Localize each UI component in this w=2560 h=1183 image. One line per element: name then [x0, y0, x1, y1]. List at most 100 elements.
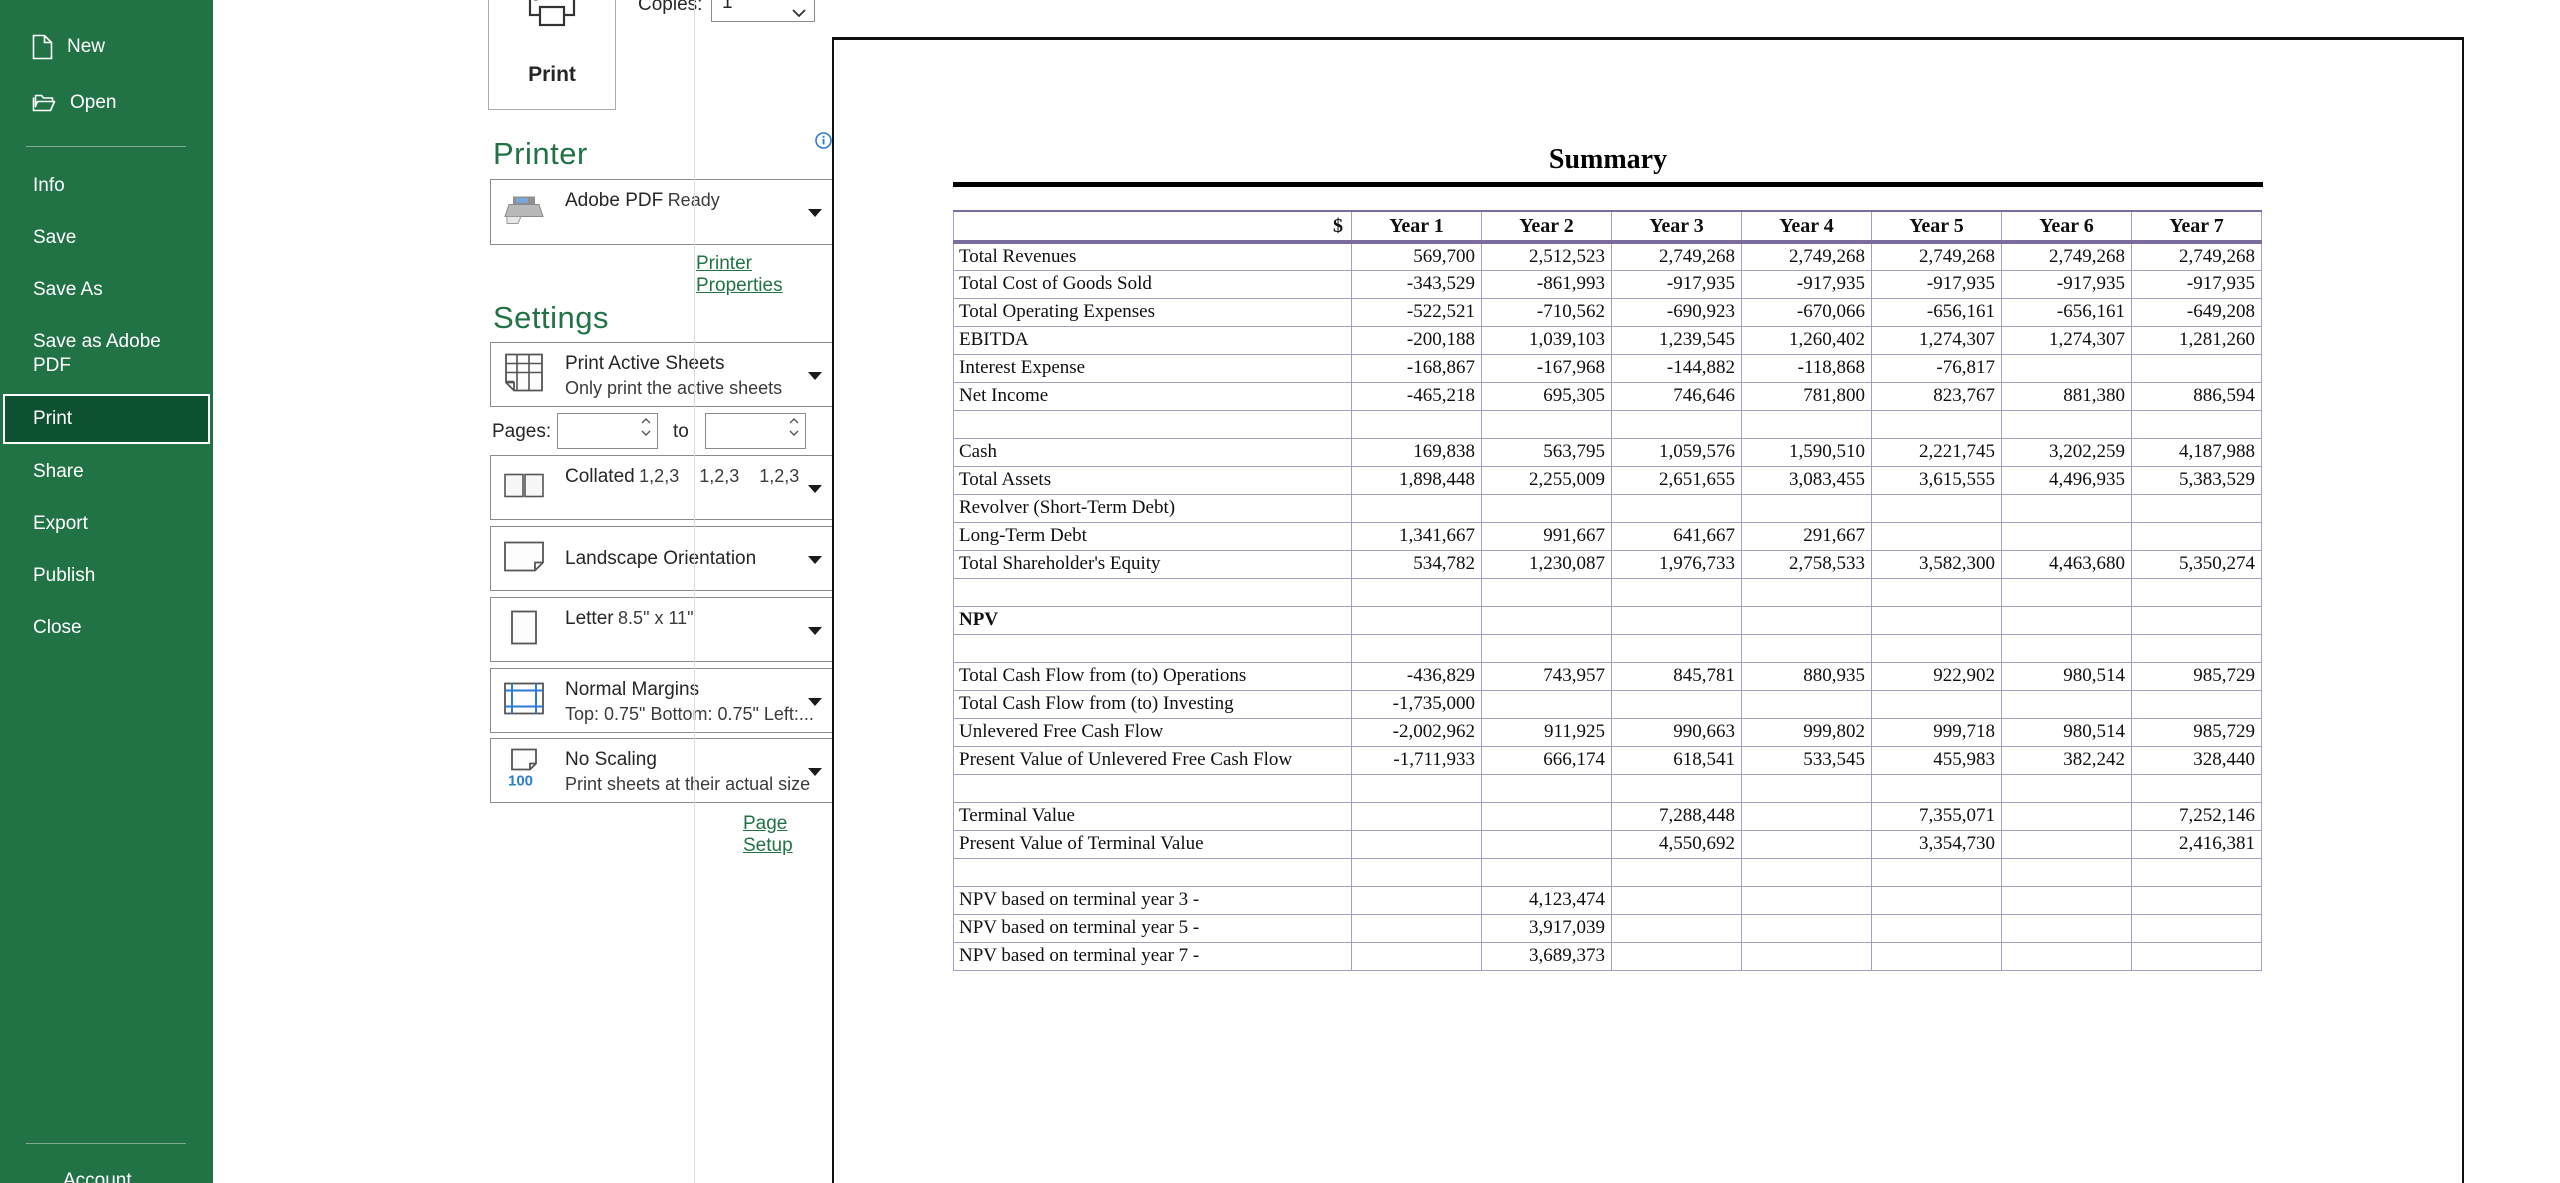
value-cell: 1,341,667 — [1351, 521, 1482, 551]
year-header-cell: Year 4 — [1741, 210, 1872, 244]
table-row: NPV based on terminal year 5 - 3,917,039 — [953, 913, 2262, 943]
pages-to-stepper[interactable] — [705, 413, 806, 449]
printer-device-icon — [500, 193, 548, 232]
value-cell — [1611, 493, 1742, 523]
value-cell — [2001, 857, 2132, 887]
sidebar-item-save[interactable]: Save — [33, 227, 77, 248]
chevron-down-icon[interactable] — [792, 0, 806, 31]
value-cell: 2,651,655 — [1611, 465, 1742, 495]
table-row: Present Value of Terminal Value 4,550,692… — [953, 829, 2262, 859]
sidebar-item-close[interactable]: Close — [33, 617, 82, 638]
value-cell: 5,350,274 — [2131, 549, 2262, 579]
value-cell — [1481, 409, 1612, 439]
row-label-cell — [953, 633, 1352, 663]
row-label-cell: Cash — [953, 437, 1352, 467]
value-cell — [1741, 773, 1872, 803]
printer-properties-link[interactable]: Printer Properties — [696, 253, 783, 296]
info-icon[interactable] — [815, 132, 832, 154]
sidebar-item-share[interactable]: Share — [33, 461, 84, 482]
sidebar-item-new[interactable]: New — [0, 18, 213, 76]
value-cell — [1871, 409, 2002, 439]
value-cell — [1351, 829, 1482, 859]
print-button[interactable]: Print — [488, 0, 616, 110]
sidebar-item-info[interactable]: Info — [33, 175, 65, 196]
orientation-icon — [500, 540, 548, 577]
row-label-cell: Total Revenues — [953, 241, 1352, 271]
row-label-cell: Total Assets — [953, 465, 1352, 495]
page-setup-link[interactable]: Page Setup — [743, 813, 793, 856]
table-row — [953, 409, 2262, 439]
print-settings-panel: Print Copies: 1 Printer — [213, 0, 835, 1183]
table-row — [953, 857, 2262, 887]
value-cell: 881,380 — [2001, 381, 2132, 411]
row-label-cell — [953, 409, 1352, 439]
value-cell: 985,729 — [2131, 717, 2262, 747]
table-row: Revolver (Short-Term Debt) — [953, 493, 2262, 523]
table-row: Long-Term Debt 1,341,667 991,667 641,667 291… — [953, 521, 2262, 551]
collation-dropdown[interactable]: Collated 1,2,3 1,2,3 1,2,3 — [490, 455, 835, 520]
sidebar-item-save-as[interactable]: Save As — [33, 279, 103, 300]
stepper-chevrons[interactable] — [789, 418, 799, 436]
sidebar-item-account[interactable]: Account — [63, 1170, 132, 1183]
print-active-sheets-icon — [500, 351, 548, 398]
copies-stepper[interactable]: 1 — [711, 0, 815, 22]
copies-value: 1 — [722, 0, 733, 13]
scaling-dropdown[interactable]: 100 No Scaling Print sheets at their act… — [490, 738, 835, 803]
value-cell: 3,354,730 — [1871, 829, 2002, 859]
table-row: NPV based on terminal year 7 - 3,689,373 — [953, 941, 2262, 971]
value-cell: -656,161 — [2001, 297, 2132, 327]
chevron-down-icon — [641, 430, 651, 436]
table-row: EBITDA -200,188 1,039,103 1,239,545 1,260,40… — [953, 325, 2262, 355]
row-label-cell: EBITDA — [953, 325, 1352, 355]
value-cell: -436,829 — [1351, 661, 1482, 691]
value-cell: -917,935 — [1611, 269, 1742, 299]
backstage-sidebar: New Open Info Save Save As Save as Adobe PD… — [0, 0, 213, 1183]
sidebar-item-print[interactable]: Print — [3, 394, 210, 444]
table-row: Terminal Value 7,288,448 7,355,071 7,252,14… — [953, 801, 2262, 831]
row-label-cell: Interest Expense — [953, 353, 1352, 383]
value-cell: 3,917,039 — [1481, 913, 1612, 943]
pages-from-stepper[interactable] — [557, 413, 658, 449]
row-label-cell: NPV — [953, 605, 1352, 635]
value-cell — [2001, 773, 2132, 803]
sidebar-item-open[interactable]: Open — [0, 76, 213, 130]
value-cell — [2131, 493, 2262, 523]
year-header-cell: Year 7 — [2131, 210, 2262, 244]
printer-selector-dropdown[interactable]: Adobe PDF Ready — [490, 179, 835, 245]
value-cell — [2131, 689, 2262, 719]
sidebar-item-export[interactable]: Export — [33, 513, 88, 534]
value-cell — [2001, 829, 2132, 859]
value-cell — [2131, 577, 2262, 607]
value-cell: -200,188 — [1351, 325, 1482, 355]
sidebar-item-save-as-adobe-pdf[interactable]: Save as Adobe PDF — [33, 331, 161, 376]
value-cell: 845,781 — [1611, 661, 1742, 691]
table-row: Total Assets 1,898,448 2,255,009 2,651,655 3… — [953, 465, 2262, 495]
paper-size-dropdown[interactable]: Letter 8.5" x 11" — [490, 597, 835, 662]
dropdown-arrow-icon — [808, 697, 822, 706]
stepper-chevrons[interactable] — [641, 418, 651, 436]
dropdown-subtitle: 1,2,3 1,2,3 1,2,3 — [639, 466, 800, 486]
value-cell: 922,902 — [1871, 661, 2002, 691]
value-cell: -343,529 — [1351, 269, 1482, 299]
dropdown-title: Normal Margins — [565, 679, 700, 700]
value-cell — [1741, 633, 1872, 663]
margins-dropdown[interactable]: Normal Margins Top: 0.75" Bottom: 0.75" … — [490, 668, 835, 733]
value-cell: 4,123,474 — [1481, 885, 1612, 915]
value-cell: 886,594 — [2131, 381, 2262, 411]
sidebar-item-publish[interactable]: Publish — [33, 565, 96, 586]
printer-section-heading: Printer — [493, 136, 588, 171]
value-cell — [1871, 941, 2002, 971]
value-cell — [1611, 689, 1742, 719]
pages-from-input[interactable] — [562, 416, 636, 446]
table-row: Total Operating Expenses -522,521 -710,562… — [953, 297, 2262, 327]
value-cell: 3,202,259 — [2001, 437, 2132, 467]
value-cell: 2,512,523 — [1481, 241, 1612, 271]
pages-to-input[interactable] — [710, 416, 784, 446]
table-row: Net Income -465,218 695,305 746,646 781,800 8… — [953, 381, 2262, 411]
value-cell — [1871, 633, 2002, 663]
print-what-dropdown[interactable]: Print Active Sheets Only print the activ… — [490, 342, 835, 407]
value-cell — [2131, 941, 2262, 971]
value-cell: -917,935 — [1871, 269, 2002, 299]
orientation-dropdown[interactable]: Landscape Orientation — [490, 526, 835, 591]
value-cell — [1871, 913, 2002, 943]
